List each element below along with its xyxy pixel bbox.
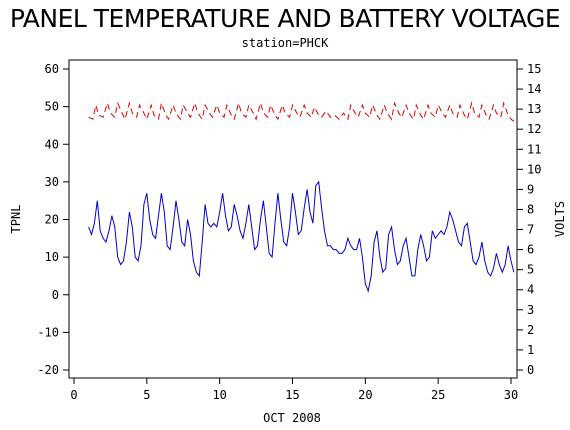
right-tick-label: 4 [527,283,534,297]
y-axis-label-left: TPNL [9,205,23,234]
x-tick-label: 5 [143,388,150,402]
right-tick-label: 1 [527,343,534,357]
right-tick-label: 7 [527,223,534,237]
x-axis-label: OCT 2008 [263,411,321,425]
x-tick-label: 20 [358,388,372,402]
x-tick-label: 15 [285,388,299,402]
x-tick-label: 25 [431,388,445,402]
right-tick-label: 10 [527,162,541,176]
left-tick-label: 60 [45,62,59,76]
left-tick-label: -20 [37,363,59,377]
left-tick-label: 30 [45,175,59,189]
left-tick-label: 50 [45,100,59,114]
right-tick-label: 14 [527,82,541,96]
right-tick-label: 0 [527,363,534,377]
left-tick-label: 0 [52,288,59,302]
x-tick-label: 0 [70,388,77,402]
right-tick-label: 15 [527,62,541,76]
series-layer [88,101,515,293]
x-axis: 0 5 10 15 20 25 30 [70,378,518,402]
right-tick-label: 13 [527,102,541,116]
right-tick-label: 6 [527,243,534,257]
right-tick-label: 3 [527,303,534,317]
plot-frame [68,59,518,379]
y-axis-label-right: VOLTS [553,201,567,237]
left-tick-label: 10 [45,250,59,264]
left-tick-label: -10 [37,325,59,339]
left-axis: -20 -10 0 10 20 30 40 50 60 [37,62,69,377]
chart-title: PANEL TEMPERATURE AND BATTERY VOLTAGE [9,4,561,33]
right-tick-label: 8 [527,202,534,216]
right-tick-label: 12 [527,122,541,136]
voltage-series-line [88,101,515,122]
right-tick-label: 2 [527,323,534,337]
x-tick-label: 30 [504,388,518,402]
left-tick-label: 40 [45,137,59,151]
temperature-series-line [88,180,515,293]
left-tick-label: 20 [45,213,59,227]
right-tick-label: 5 [527,263,534,277]
right-tick-label: 11 [527,142,541,156]
chart-subtitle: station=PHCK [241,36,329,50]
right-tick-label: 9 [527,182,534,196]
x-tick-label: 10 [212,388,226,402]
